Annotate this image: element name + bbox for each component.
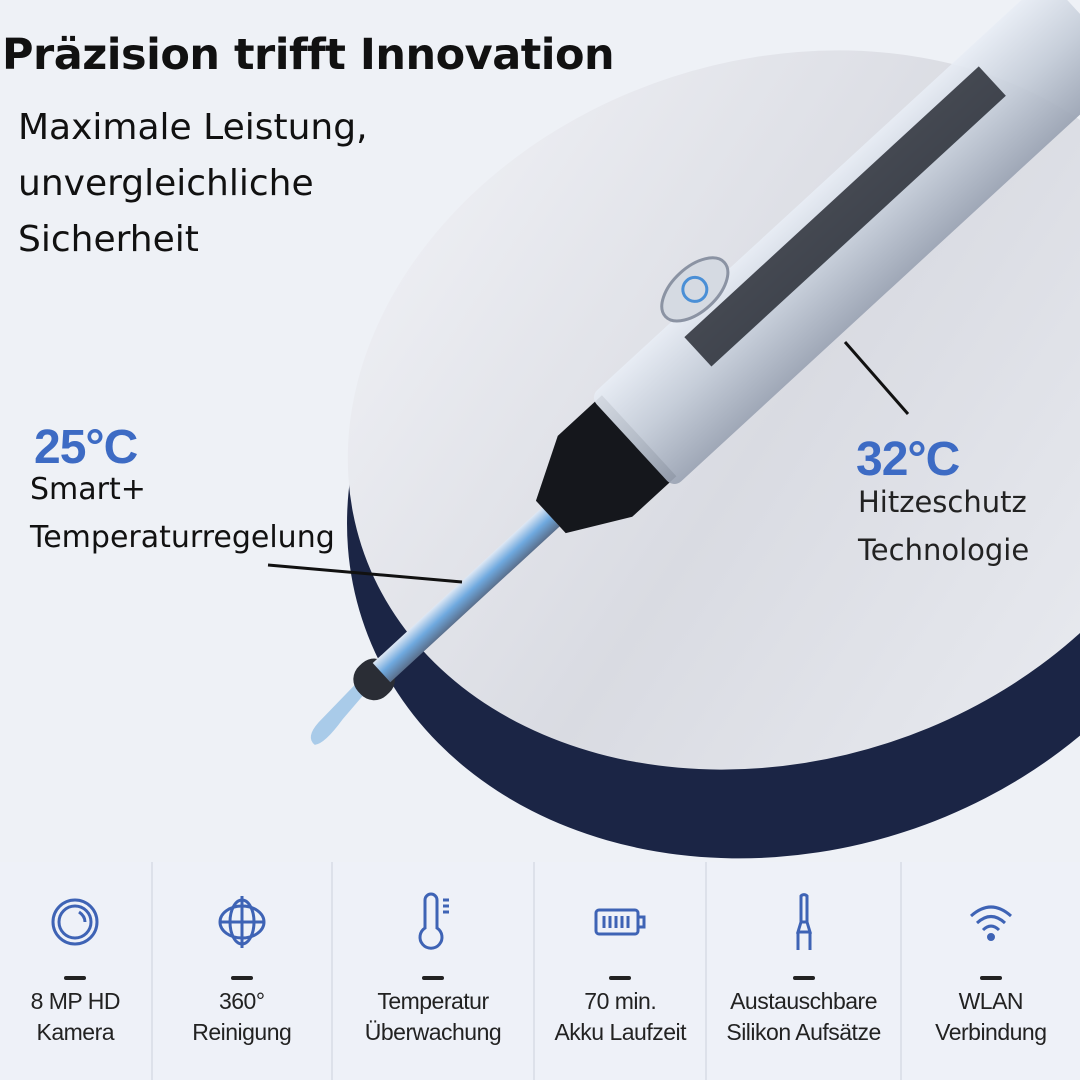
battery-icon [594,908,646,936]
feature-line2: Akku Laufzeit [554,1019,687,1045]
divider-dash [609,976,632,980]
callout-label-line2: Technologie [858,533,1030,567]
product-illustration [267,0,1080,859]
callout-line-25 [267,563,463,584]
feature-line2: Kamera [36,1019,115,1045]
callout-label-line2: Temperaturregelung [30,520,335,555]
feature-camera: 8 MP HD Kamera [0,862,153,1080]
rotation-360-icon [218,896,266,948]
ear-pick-tip-icon [795,893,812,950]
feature-line2: Reinigung [192,1019,292,1045]
headline-subtitle: Maximale Leistung, unvergleichliche Sich… [18,107,368,260]
wifi-icon [969,905,1012,941]
feature-line2: Silikon Aufsätze [726,1019,881,1045]
feature-line1: 70 min. [584,988,657,1014]
callout-temperature-25: 25°C [34,421,138,474]
feature-strip: 8 MP HD Kamera 360° Reinigung Temperatur Üb… [0,862,1080,1080]
otoscope-device [310,0,1080,745]
feature-line1: 8 MP HD [30,988,121,1014]
divider-dash [421,976,444,980]
callout-label-32: Hitzeschutz Technologie [858,478,1029,574]
divider-dash [230,976,253,980]
thermometer-icon [418,892,449,950]
feature-line1: WLAN [958,988,1024,1014]
feature-wifi: WLAN Verbindung [902,862,1080,1080]
callout-temperature-32: 32°C [856,433,960,486]
feature-line2: Überwachung [364,1019,502,1045]
divider-dash [64,976,87,980]
feature-line1: 360° [218,988,265,1014]
camera-lens-icon [51,898,99,946]
feature-tips: Austauschbare Silikon Aufsätze [707,862,902,1080]
feature-line1: Temperatur [377,988,489,1014]
callout-label-25: Smart+ Temperaturregelung [30,466,335,562]
callout-line-32 [843,341,910,415]
callout-label-line1: Hitzeschutz [858,485,1027,519]
divider-dash [792,976,815,980]
feature-360: 360° Reinigung [153,862,333,1080]
divider-dash [979,976,1002,980]
feature-line1: Austauschbare [730,988,878,1014]
feature-battery: 70 min. Akku Laufzeit [535,862,708,1080]
disc-stand [347,50,1080,859]
callout-label-line1: Smart+ [30,472,146,507]
feature-line2: Verbindung [935,1019,1047,1045]
feature-temperature: Temperatur Überwachung [333,862,536,1080]
headline-title: Präzision trifft Innovation [2,30,615,80]
